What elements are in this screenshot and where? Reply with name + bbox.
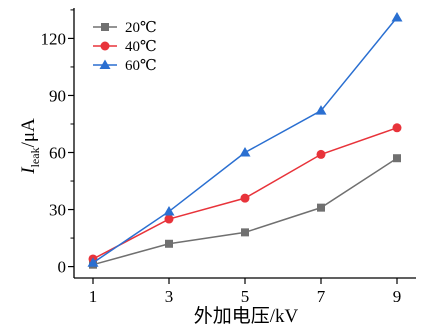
- data-point: [315, 105, 327, 115]
- x-axis-title: 外加电压/kV: [194, 305, 299, 327]
- y-axis-title-unit: /μA: [18, 118, 39, 147]
- legend-marker: [100, 41, 110, 51]
- data-point: [87, 257, 99, 267]
- series-line: [92, 157, 398, 266]
- legend-marker: [101, 23, 109, 31]
- data-point: [240, 193, 250, 203]
- y-tick-label: 90: [49, 86, 66, 105]
- y-axis-title-main: I: [18, 166, 39, 175]
- data-point: [165, 239, 173, 248]
- legend-entry: 20℃: [93, 20, 157, 36]
- series-circle: [88, 123, 402, 264]
- legend-label: 40℃: [125, 39, 157, 55]
- legend: 20℃ 40℃ 60℃: [93, 20, 157, 74]
- x-tick-label: 3: [165, 287, 174, 306]
- series-square: [89, 154, 401, 269]
- legend-marker: [99, 59, 111, 69]
- y-tick-label: 0: [58, 258, 67, 277]
- legend-label: 60℃: [125, 58, 157, 74]
- data-point: [164, 214, 174, 224]
- y-axis-title: Ileak/μA: [18, 118, 42, 175]
- data-point: [392, 123, 402, 133]
- legend-entry: 60℃: [93, 58, 157, 74]
- x-tick-label: 1: [89, 287, 98, 306]
- series-triangle: [87, 12, 403, 267]
- y-axis-title-subscript: leak: [28, 147, 42, 167]
- data-point: [239, 147, 251, 157]
- x-tick-label: 5: [241, 287, 250, 306]
- axis-titles: 外加电压/kV Ileak/μA: [18, 118, 299, 327]
- data-point: [393, 154, 401, 163]
- data-point: [163, 205, 175, 216]
- data-point: [391, 12, 403, 22]
- legend-label: 20℃: [125, 20, 157, 36]
- y-tick-label: 120: [41, 29, 67, 48]
- series-layer: [87, 12, 403, 269]
- data-point: [316, 149, 326, 159]
- data-point: [241, 228, 249, 237]
- legend-entry: 40℃: [93, 39, 157, 55]
- data-point: [317, 203, 325, 212]
- x-tick-label: 9: [393, 287, 402, 306]
- y-tick-label: 60: [49, 144, 66, 163]
- y-tick-label: 30: [49, 201, 66, 220]
- x-tick-label: 7: [317, 287, 326, 306]
